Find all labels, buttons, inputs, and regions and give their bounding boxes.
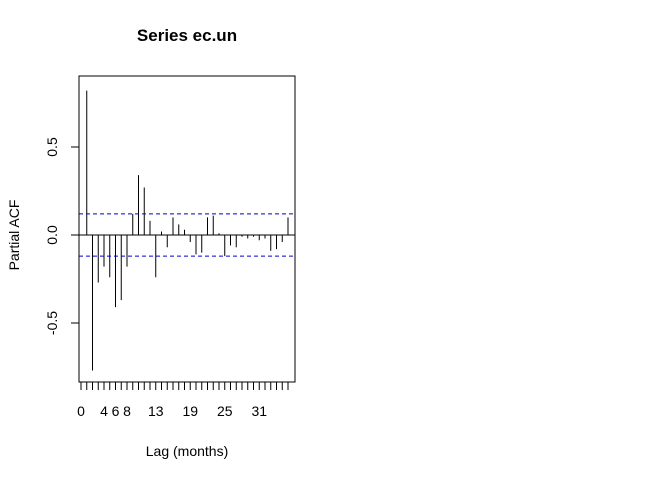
- x-axis-label: Lag (months): [146, 443, 228, 459]
- y-tick-label: 0.5: [44, 137, 60, 157]
- x-tick-label: 19: [182, 403, 198, 419]
- x-tick-label: 25: [217, 403, 233, 419]
- plot-frame: [78, 75, 296, 383]
- y-axis-label: Partial ACF: [6, 200, 22, 271]
- y-tick-label: -0.5: [44, 311, 60, 335]
- x-tick-label: 31: [251, 403, 267, 419]
- y-axis: -0.5 0.0 0.5: [44, 137, 80, 335]
- bars-layer: [79, 90, 295, 371]
- x-tick-label: 4: [100, 403, 108, 419]
- x-tick-label: 6: [112, 403, 120, 419]
- x-tick-label: 8: [123, 403, 131, 419]
- chart-title: Series ec.un: [137, 26, 237, 45]
- x-tick-label: 13: [148, 403, 164, 419]
- x-axis: 0 4 6 8 13 19 25 31: [77, 381, 289, 419]
- x-tick-label: 0: [77, 403, 85, 419]
- confidence-bounds: [79, 213, 295, 257]
- y-tick-label: 0.0: [44, 225, 60, 245]
